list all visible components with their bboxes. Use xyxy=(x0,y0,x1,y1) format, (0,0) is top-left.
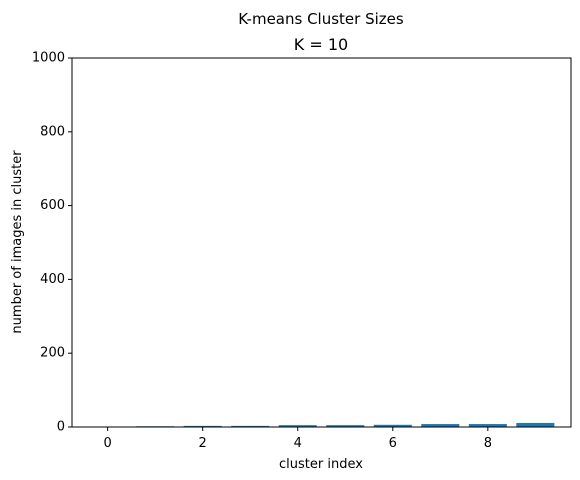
bar-cluster-9 xyxy=(516,422,555,427)
plot-frame xyxy=(71,57,572,428)
y-tick-label: 800 xyxy=(40,124,65,139)
bar-cluster-6 xyxy=(373,424,412,427)
x-tick-label: 2 xyxy=(199,436,207,451)
bar-cluster-4 xyxy=(278,425,317,427)
y-tick-label: 1000 xyxy=(32,51,65,66)
x-tick-label: 0 xyxy=(104,436,112,451)
bar-cluster-3 xyxy=(231,425,270,427)
x-axis-label: cluster index xyxy=(279,457,363,472)
bar-cluster-2 xyxy=(183,425,222,427)
y-axis-label: number of images in cluster xyxy=(10,150,25,334)
y-tick-label: 0 xyxy=(57,420,65,435)
y-tick-label: 400 xyxy=(40,272,65,287)
bar-cluster-8 xyxy=(468,424,507,427)
x-tick-label: 4 xyxy=(294,436,302,451)
bar-cluster-7 xyxy=(421,424,460,427)
chart-title: K = 10 xyxy=(294,35,348,54)
chart-suptitle: K-means Cluster Sizes xyxy=(238,10,404,28)
x-tick-label: 6 xyxy=(389,436,397,451)
bar-cluster-5 xyxy=(326,425,365,427)
y-tick-label: 200 xyxy=(40,346,65,361)
y-axis-ticks: 0 200 400 600 800 1000 xyxy=(32,51,72,435)
y-tick-label: 600 xyxy=(40,198,65,213)
x-tick-label: 8 xyxy=(484,436,492,451)
x-axis-ticks: 0 2 4 6 8 xyxy=(104,427,492,451)
